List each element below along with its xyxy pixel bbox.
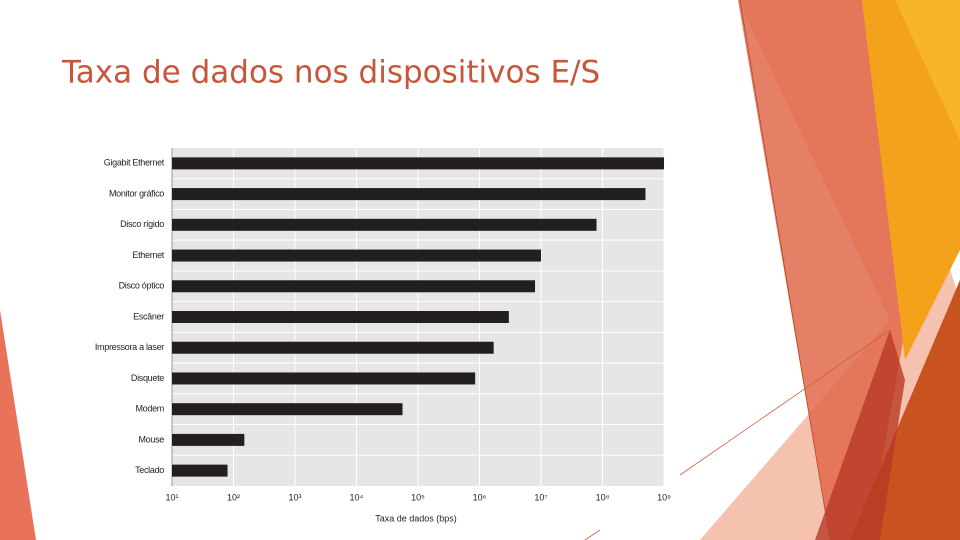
bar xyxy=(172,464,228,477)
x-tick-label: 10⁵ xyxy=(411,492,425,502)
x-tick-label: 10² xyxy=(227,492,240,502)
bar xyxy=(172,188,646,201)
deco-line xyxy=(739,0,831,540)
y-tick-label: Escâner xyxy=(133,311,164,321)
y-tick-label: Impressora a laser xyxy=(95,342,164,352)
x-tick-label: 10¹ xyxy=(165,492,178,502)
orange-shape xyxy=(862,0,960,360)
bar xyxy=(172,311,509,323)
y-tick-label: Disco rígido xyxy=(120,219,164,229)
slide-title: Taxa de dados nos dispositivos E/S xyxy=(61,55,600,91)
x-axis-label: Taxa de dados (bps) xyxy=(375,513,457,523)
bar xyxy=(172,280,536,293)
x-tick-label: 10⁹ xyxy=(657,492,671,502)
x-tick-label: 10⁴ xyxy=(350,492,364,502)
bar xyxy=(172,218,597,231)
y-tick-label: Teclado xyxy=(135,465,164,475)
gold-shape xyxy=(895,0,960,140)
bar xyxy=(172,341,494,354)
bar xyxy=(172,372,476,385)
x-tick-label: 10⁶ xyxy=(473,492,487,502)
left-shape xyxy=(0,310,36,540)
deco-line xyxy=(584,529,601,540)
deep-shape xyxy=(815,330,905,540)
y-tick-label: Mouse xyxy=(138,434,164,444)
y-tick-label: Modem xyxy=(135,404,164,414)
x-tick-label: 10⁷ xyxy=(534,492,547,502)
x-tick-label: 10³ xyxy=(288,492,301,502)
y-tick-label: Monitor gráfico xyxy=(109,188,164,198)
y-tick-label: Disco óptico xyxy=(119,281,165,291)
bar xyxy=(172,249,541,262)
y-tick-label: Ethernet xyxy=(132,250,164,260)
y-tick-label: Disquete xyxy=(131,373,164,383)
bar xyxy=(172,157,664,170)
x-tick-label: 10⁸ xyxy=(596,492,610,502)
bar xyxy=(172,403,403,416)
deco-line xyxy=(679,329,891,476)
bar xyxy=(172,433,245,446)
y-tick-label: Gigabit Ethernet xyxy=(104,158,165,168)
